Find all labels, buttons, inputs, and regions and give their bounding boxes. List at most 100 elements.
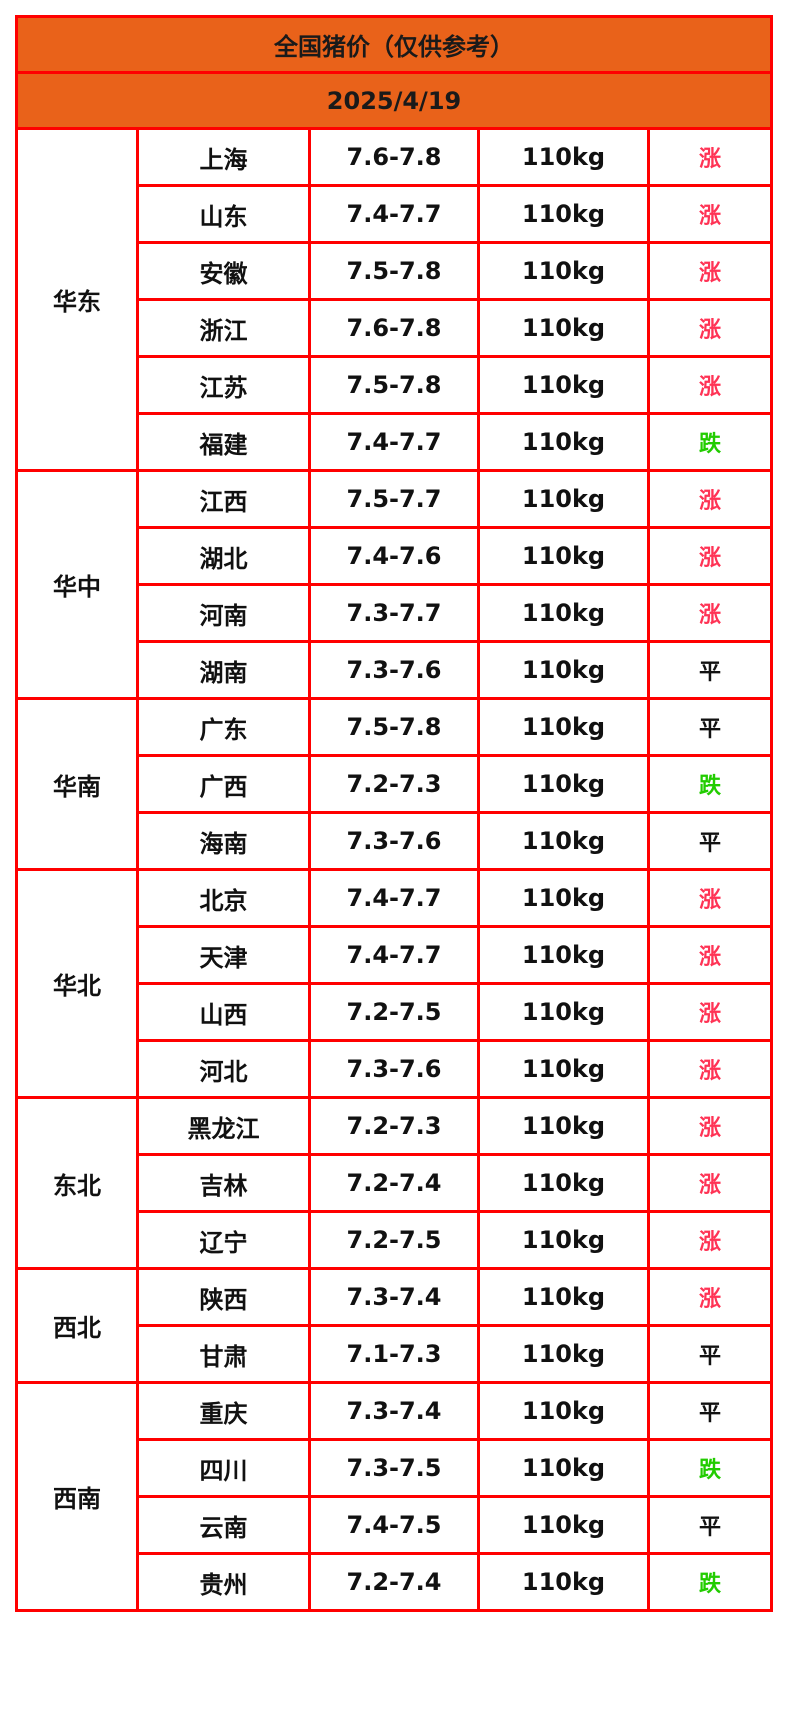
province-cell: 贵州 [136, 1552, 311, 1612]
price-cell: 7.6-7.8 [308, 298, 480, 358]
weight-cell: 110kg [477, 1153, 650, 1213]
trend-cell: 涨 [646, 1096, 774, 1156]
table-row: 广西 7.2-7.3 110kg 跌 [17, 754, 774, 814]
table-row: 华北 北京 7.4-7.7 110kg 涨 [15, 868, 774, 1099]
weight-cell: 110kg [477, 982, 650, 1042]
region-cell: 西南 [15, 1381, 139, 1612]
price-cell: 7.5-7.8 [308, 241, 480, 301]
trend-cell: 涨 [646, 868, 774, 928]
table-row: 华东 上海 7.6-7.8 110kg 涨 [15, 127, 774, 472]
province-cell: 四川 [136, 1438, 311, 1498]
price-cell: 7.3-7.7 [308, 583, 480, 643]
table-row: 吉林 7.2-7.4 110kg 涨 [17, 1153, 774, 1213]
region-cell: 西北 [15, 1267, 139, 1384]
weight-cell: 110kg [477, 184, 650, 244]
table-row: 天津 7.4-7.7 110kg 涨 [17, 925, 774, 985]
price-cell: 7.6-7.8 [308, 127, 480, 187]
table-row: 山西 7.2-7.5 110kg 涨 [17, 982, 774, 1042]
price-cell: 7.2-7.3 [308, 754, 480, 814]
table-row: 浙江 7.6-7.8 110kg 涨 [17, 298, 774, 358]
province-cell: 山东 [136, 184, 311, 244]
trend-cell: 平 [646, 1495, 774, 1555]
weight-cell: 110kg [477, 1438, 650, 1498]
price-cell: 7.3-7.6 [308, 640, 480, 700]
weight-cell: 110kg [477, 1381, 650, 1441]
province-cell: 天津 [136, 925, 311, 985]
trend-cell: 平 [646, 1381, 774, 1441]
trend-cell: 涨 [646, 298, 774, 358]
table-row: 东北 黑龙江 7.2-7.3 110kg 涨 [15, 1096, 774, 1270]
province-cell: 甘肃 [136, 1324, 311, 1384]
price-cell: 7.3-7.6 [308, 811, 480, 871]
trend-cell: 涨 [646, 469, 774, 529]
province-cell: 江苏 [136, 355, 311, 415]
weight-cell: 110kg [477, 868, 650, 928]
price-cell: 7.4-7.5 [308, 1495, 480, 1555]
trend-cell: 涨 [646, 241, 774, 301]
price-cell: 7.5-7.8 [308, 697, 480, 757]
trend-cell: 涨 [646, 184, 774, 244]
price-cell: 7.4-7.7 [308, 868, 480, 928]
weight-cell: 110kg [477, 583, 650, 643]
trend-cell: 涨 [646, 1153, 774, 1213]
province-cell: 黑龙江 [136, 1096, 311, 1156]
province-cell: 江西 [136, 469, 311, 529]
weight-cell: 110kg [477, 469, 650, 529]
weight-cell: 110kg [477, 754, 650, 814]
price-cell: 7.2-7.5 [308, 1210, 480, 1270]
table-row: 贵州 7.2-7.4 110kg 跌 [17, 1552, 774, 1612]
province-cell: 浙江 [136, 298, 311, 358]
trend-cell: 涨 [646, 355, 774, 415]
price-cell: 7.3-7.4 [308, 1267, 480, 1327]
table-row: 安徽 7.5-7.8 110kg 涨 [17, 241, 774, 301]
price-cell: 7.4-7.7 [308, 412, 480, 472]
province-cell: 云南 [136, 1495, 311, 1555]
weight-cell: 110kg [477, 1039, 650, 1099]
table-row: 山东 7.4-7.7 110kg 涨 [17, 184, 774, 244]
province-cell: 重庆 [136, 1381, 311, 1441]
pig-price-table: 全国猪价（仅供参考） 2025/4/19 华东 上海 7.6-7.8 110kg 涨山东… [14, 15, 774, 1612]
weight-cell: 110kg [477, 412, 650, 472]
weight-cell: 110kg [477, 1552, 650, 1612]
table-row: 湖北 7.4-7.6 110kg 涨 [17, 526, 774, 586]
weight-cell: 110kg [477, 1267, 650, 1327]
weight-cell: 110kg [477, 1096, 650, 1156]
weight-cell: 110kg [477, 1324, 650, 1384]
weight-cell: 110kg [477, 925, 650, 985]
region-cell: 华南 [15, 697, 139, 871]
province-cell: 福建 [136, 412, 311, 472]
price-cell: 7.4-7.7 [308, 925, 480, 985]
price-cell: 7.2-7.4 [308, 1153, 480, 1213]
trend-cell: 涨 [646, 127, 774, 187]
weight-cell: 110kg [477, 697, 650, 757]
table-row: 西北 陕西 7.3-7.4 110kg 涨 [15, 1267, 774, 1384]
trend-cell: 涨 [646, 1267, 774, 1327]
table-date: 2025/4/19 [14, 71, 774, 130]
price-cell: 7.5-7.8 [308, 355, 480, 415]
province-cell: 湖南 [136, 640, 311, 700]
table-row: 华中 江西 7.5-7.7 110kg 涨 [15, 469, 774, 700]
province-cell: 北京 [136, 868, 311, 928]
trend-cell: 跌 [646, 754, 774, 814]
province-cell: 河北 [136, 1039, 311, 1099]
province-cell: 辽宁 [136, 1210, 311, 1270]
trend-cell: 平 [646, 697, 774, 757]
trend-cell: 涨 [646, 526, 774, 586]
province-cell: 上海 [136, 127, 311, 187]
trend-cell: 平 [646, 1324, 774, 1384]
table-row: 西南 重庆 7.3-7.4 110kg 平 [15, 1381, 774, 1612]
table-row: 海南 7.3-7.6 110kg 平 [17, 811, 774, 871]
trend-cell: 跌 [646, 1438, 774, 1498]
region-cell: 华东 [15, 127, 139, 472]
weight-cell: 110kg [477, 640, 650, 700]
table-title: 全国猪价（仅供参考） [14, 15, 774, 74]
table-row: 福建 7.4-7.7 110kg 跌 [17, 412, 774, 472]
province-cell: 湖北 [136, 526, 311, 586]
trend-cell: 跌 [646, 412, 774, 472]
price-cell: 7.5-7.7 [308, 469, 480, 529]
province-cell: 陕西 [136, 1267, 311, 1327]
trend-cell: 涨 [646, 982, 774, 1042]
province-cell: 广东 [136, 697, 311, 757]
province-cell: 海南 [136, 811, 311, 871]
weight-cell: 110kg [477, 1495, 650, 1555]
